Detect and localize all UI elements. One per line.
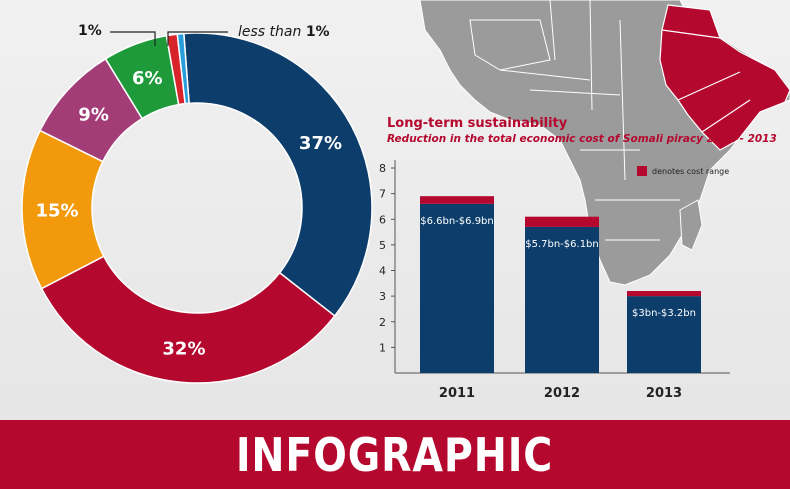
donut-slice-6	[176, 32, 190, 105]
y-tick-label-6: 7	[379, 188, 386, 201]
donut-chart: 37% 32% 15% 9% 6%	[21, 31, 373, 384]
y-tick-label-4: 5	[379, 239, 386, 252]
y-tick-label-5: 6	[379, 213, 386, 226]
x-tick-label-2012: 2012	[544, 386, 580, 401]
donut-labels: 37% 32% 15% 9% 6%	[35, 68, 342, 359]
bar-base-2011	[420, 203, 494, 373]
y-tick-label-1: 2	[379, 316, 386, 329]
bar-chart: 1 2 3 4 5 6 7 8 $6.6bn-$6.9bn 2011 $5.7bn-$6.1bn 2…	[379, 160, 730, 401]
y-tick-label-3: 4	[379, 265, 386, 278]
donut-slices	[21, 32, 373, 384]
bar-base-2013	[627, 296, 701, 373]
bar-data-label-2013: $3bn-$3.2bn	[632, 308, 696, 319]
bar-range-2011	[420, 196, 494, 204]
legend-label: denotes cost range	[652, 166, 730, 176]
donut-label-4: 6%	[132, 68, 163, 89]
bar-range-2012	[525, 216, 599, 227]
donut-slice-0	[183, 32, 373, 318]
donut-label-0: 37%	[299, 133, 342, 154]
y-tick-label-7: 8	[379, 162, 386, 175]
bar-base-2012	[525, 226, 599, 373]
donut-label-3: 9%	[78, 105, 109, 126]
y-tick-label-0: 1	[379, 341, 386, 354]
bar-range-2013	[627, 291, 701, 297]
callout-one-percent: 1%	[78, 23, 102, 39]
africa-map	[419, 0, 790, 286]
infographic-banner: INFOGRAPHIC	[0, 420, 790, 489]
donut-label-2: 15%	[35, 200, 78, 221]
bar-data-label-2012: $5.7bn-$6.1bn	[525, 239, 599, 250]
donut-label-1: 32%	[162, 338, 205, 359]
bar-text: $6.6bn-$6.9bn 2011 $5.7bn-$6.1bn 2012 $3bn-$…	[420, 216, 696, 401]
callout-lines	[110, 31, 228, 46]
callout-less-than-value: 1%	[305, 24, 330, 40]
callout-less-than-one-percent: less than 1%	[238, 24, 330, 40]
cost-range-legend: denotes cost range	[637, 166, 729, 176]
bar-data-label-2011: $6.6bn-$6.9bn	[420, 216, 494, 227]
banner-title: INFOGRAPHIC	[236, 427, 554, 482]
callout-less-than-prefix: less than	[238, 24, 302, 40]
bar-marks	[420, 196, 701, 373]
donut-slice-1	[40, 255, 336, 384]
bar-chart-subtitle: Reduction in the total economic cost of …	[387, 133, 777, 145]
x-tick-label-2013: 2013	[646, 386, 682, 401]
bar-chart-title: Long-term sustainability	[387, 116, 568, 131]
y-tick-label-2: 3	[379, 290, 386, 303]
x-tick-label-2011: 2011	[439, 386, 475, 401]
legend-swatch	[637, 166, 647, 176]
map-highlight	[659, 4, 790, 151]
